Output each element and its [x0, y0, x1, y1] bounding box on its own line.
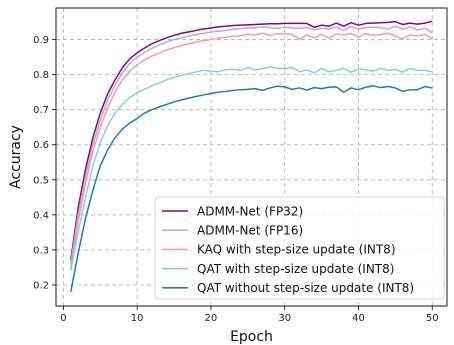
y-tick-label: 0.4 — [33, 210, 49, 221]
legend: ADMM-Net (FP32) ADMM-Net (FP16) KAQ with s… — [154, 196, 445, 300]
x-tick-label: 30 — [278, 313, 291, 324]
x-tick-label: 10 — [131, 313, 144, 324]
legend-entry-0: ADMM-Net (FP32) — [197, 204, 303, 218]
plot-frame — [55, 7, 448, 307]
x-tick-label: 0 — [60, 313, 66, 324]
x-axis-label: Epoch — [230, 329, 273, 345]
y-tick-label: 0.2 — [33, 280, 49, 291]
legend-entry-4: QAT without step-size update (INT8) — [197, 281, 414, 295]
x-tick-label: 20 — [205, 313, 218, 324]
series-line-4 — [70, 85, 433, 293]
series-line-2 — [70, 32, 433, 268]
x-tick-label: 40 — [352, 313, 365, 324]
y-tick-label: 0.8 — [33, 70, 49, 81]
x-tick-label: 50 — [426, 313, 439, 324]
legend-entry-2: KAQ with step-size update (INT8) — [197, 243, 396, 257]
ticks-layer: 0 10 20 30 40 50 0.2 0.3 0.4 0.5 0.6 0.7 0.8 0.9 — [33, 35, 439, 324]
series-line-3 — [70, 66, 433, 272]
y-axis-label: Accuracy — [8, 125, 24, 189]
legend-entry-3: QAT with step-size update (INT8) — [197, 262, 394, 276]
legend-entry-1: ADMM-Net (FP16) — [197, 224, 303, 238]
series-line-0 — [70, 20, 433, 261]
series-layer — [70, 20, 433, 293]
y-tick-label: 0.3 — [33, 245, 49, 256]
y-tick-label: 0.5 — [33, 175, 49, 186]
y-tick-label: 0.7 — [33, 105, 49, 116]
y-tick-label: 0.6 — [33, 140, 49, 151]
series-line-1 — [70, 25, 433, 265]
legend-box — [154, 196, 445, 300]
y-tick-label: 0.9 — [33, 35, 49, 46]
